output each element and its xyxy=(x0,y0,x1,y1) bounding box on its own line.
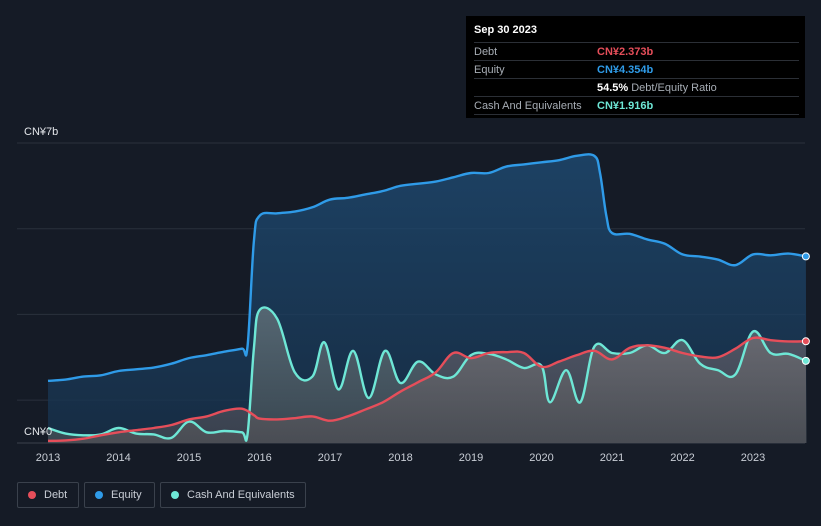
debt-endpoint xyxy=(801,337,810,346)
x-tick-label: 2013 xyxy=(36,452,60,464)
legend-dot-icon xyxy=(28,491,36,499)
tooltip-label: Debt xyxy=(474,45,498,58)
tooltip-row-cash: Cash And Equivalents CN¥1.916b xyxy=(474,96,799,115)
tooltip: Sep 30 2023 Debt CN¥2.373b Equity CN¥4.3… xyxy=(466,16,805,118)
legend-label: Debt xyxy=(44,489,68,501)
tooltip-row-ratio: 54.5% Debt/Equity Ratio xyxy=(474,78,799,96)
cash-and-equivalents-line xyxy=(47,306,807,442)
x-tick-label: 2021 xyxy=(600,452,624,464)
legend: Debt Equity Cash And Equivalents xyxy=(17,482,306,508)
x-tick-label: 2014 xyxy=(106,452,130,464)
tooltip-row-debt: Debt CN¥2.373b xyxy=(474,42,799,60)
x-tick-label: 2020 xyxy=(529,452,553,464)
tooltip-label: Cash And Equivalents xyxy=(474,99,582,112)
debt-line xyxy=(47,336,806,443)
equity-endpoint xyxy=(801,252,810,261)
tooltip-value-cash: CN¥1.916b xyxy=(597,99,654,112)
equity-line xyxy=(47,153,807,383)
x-tick-label: 2023 xyxy=(741,452,765,464)
tooltip-value-equity: CN¥4.354b xyxy=(597,63,654,76)
legend-item-equity[interactable]: Equity xyxy=(84,482,155,508)
cash-and-equivalents-endpoint xyxy=(801,356,810,365)
legend-item-cash[interactable]: Cash And Equivalents xyxy=(160,482,306,508)
legend-dot-icon xyxy=(95,491,103,499)
tooltip-date: Sep 30 2023 xyxy=(474,24,537,36)
x-tick-label: 2019 xyxy=(459,452,483,464)
y-axis-labels: CN¥7b CN¥0 xyxy=(24,126,58,438)
x-axis-labels: 2013 2014 2015 2016 2017 2018 2019 2020 2021 2022… xyxy=(36,452,765,464)
y-tick-label: CN¥0 xyxy=(24,426,52,438)
tooltip-value-debt: CN¥2.373b xyxy=(597,45,654,58)
series-areas xyxy=(48,154,807,443)
series-lines xyxy=(47,153,807,443)
tooltip-value-ratio: 54.5% xyxy=(597,81,629,94)
tooltip-row-equity: Equity CN¥4.354b xyxy=(474,60,799,78)
x-tick-label: 2016 xyxy=(247,452,271,464)
x-tick-label: 2017 xyxy=(318,452,342,464)
legend-label: Cash And Equivalents xyxy=(187,489,295,501)
x-tick-label: 2015 xyxy=(177,452,201,464)
series-endpoints xyxy=(801,252,810,365)
tooltip-ratio-label: Debt/Equity Ratio xyxy=(631,81,717,94)
legend-label: Equity xyxy=(111,489,142,501)
legend-item-debt[interactable]: Debt xyxy=(17,482,79,508)
tooltip-label: Equity xyxy=(474,63,505,76)
x-tick-label: 2022 xyxy=(670,452,694,464)
x-tick-label: 2018 xyxy=(388,452,412,464)
y-tick-label: CN¥7b xyxy=(24,126,58,138)
debt-area xyxy=(48,337,807,443)
legend-dot-icon xyxy=(171,491,179,499)
